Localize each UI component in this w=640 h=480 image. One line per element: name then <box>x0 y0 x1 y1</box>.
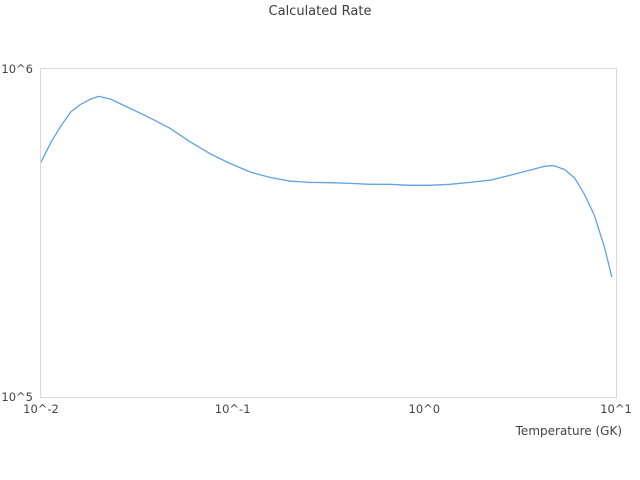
x-tick-label: 10^1 <box>600 402 632 416</box>
x-tick-label: 10^-1 <box>214 402 251 416</box>
x-axis-title: Temperature (GK) <box>515 424 622 438</box>
x-tick-label: 10^-2 <box>23 402 59 416</box>
y-tick-label: 10^6 <box>1 62 33 76</box>
y-tick-label: 10^5 <box>1 390 33 404</box>
rate-line-svg <box>41 95 613 278</box>
plot-area <box>40 68 617 398</box>
rate-line <box>41 95 613 278</box>
chart-title: Calculated Rate <box>268 4 372 19</box>
x-tick-label: 10^0 <box>408 402 441 416</box>
